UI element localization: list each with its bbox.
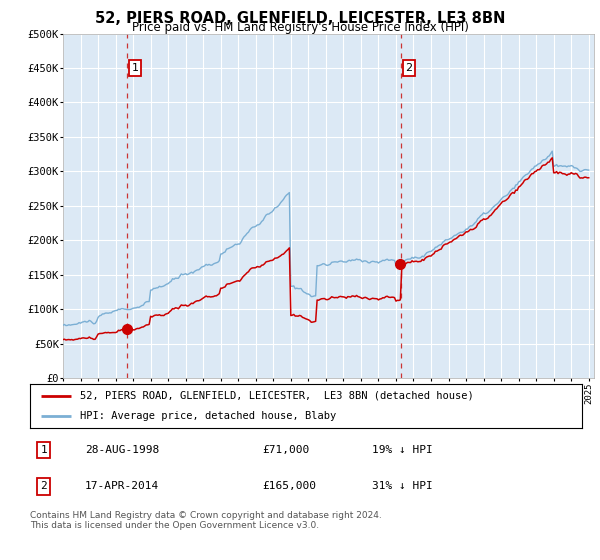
Text: 31% ↓ HPI: 31% ↓ HPI [372,482,433,492]
Text: £71,000: £71,000 [262,445,309,455]
Text: £165,000: £165,000 [262,482,316,492]
Text: 52, PIERS ROAD, GLENFIELD, LEICESTER,  LE3 8BN (detached house): 52, PIERS ROAD, GLENFIELD, LEICESTER, LE… [80,391,473,401]
Text: 28-AUG-1998: 28-AUG-1998 [85,445,160,455]
Text: Price paid vs. HM Land Registry's House Price Index (HPI): Price paid vs. HM Land Registry's House … [131,21,469,34]
Text: HPI: Average price, detached house, Blaby: HPI: Average price, detached house, Blab… [80,411,336,421]
Text: 17-APR-2014: 17-APR-2014 [85,482,160,492]
Text: 1: 1 [131,63,139,73]
Text: 52, PIERS ROAD, GLENFIELD, LEICESTER, LE3 8BN: 52, PIERS ROAD, GLENFIELD, LEICESTER, LE… [95,11,505,26]
Text: 1: 1 [40,445,47,455]
Text: Contains HM Land Registry data © Crown copyright and database right 2024.
This d: Contains HM Land Registry data © Crown c… [30,511,382,530]
Text: 2: 2 [40,482,47,492]
Text: 2: 2 [406,63,413,73]
Text: 19% ↓ HPI: 19% ↓ HPI [372,445,433,455]
